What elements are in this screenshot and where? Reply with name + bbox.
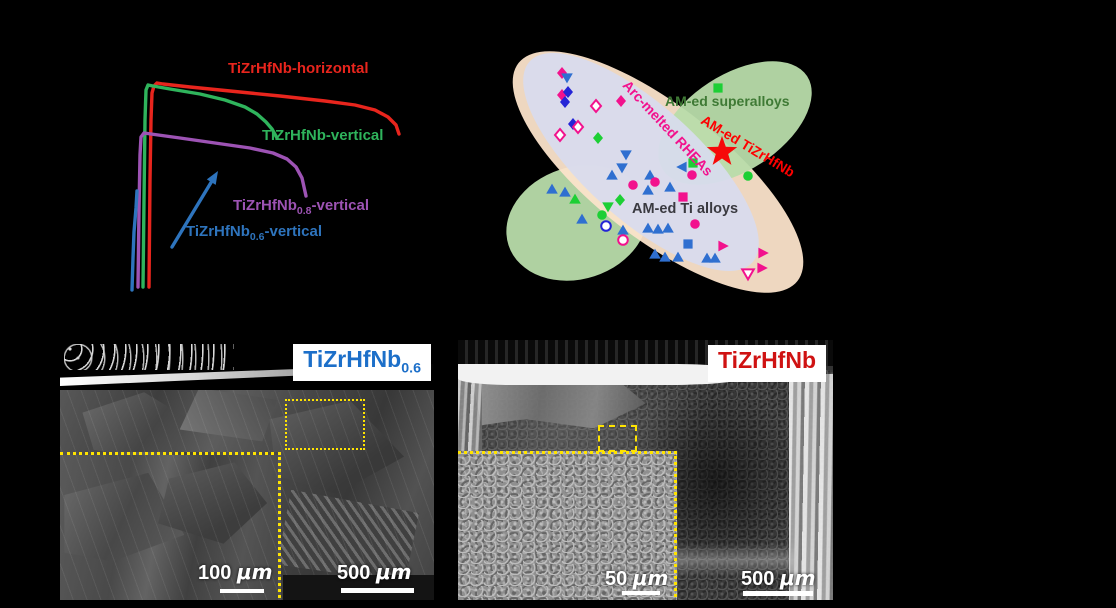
sem-white-band bbox=[458, 364, 751, 385]
sample-label-badge-tizrhfnb06: TiZrHfNb0.6 bbox=[293, 344, 431, 381]
stress-strain-chart bbox=[130, 81, 401, 292]
curve-label-tizrhfnb-horizontal: TiZrHfNb-horizontal bbox=[228, 60, 369, 77]
scale-bar-text-500um: 500 μm bbox=[741, 566, 816, 590]
scale-bar-text-100um: 100 μm bbox=[198, 560, 273, 584]
region-label-am-ed-ti-alloys: AM-ed Ti alloys bbox=[632, 201, 739, 217]
sem-image-tizrhfnb: TiZrHfNb 50 μm 500 μm bbox=[458, 340, 833, 600]
scale-bar-100um bbox=[220, 589, 264, 593]
sem-edge-speckles bbox=[64, 344, 234, 370]
scale-bar-500um bbox=[743, 591, 813, 596]
sem-inset-magnified bbox=[60, 452, 281, 600]
sem-right-edge-streaks bbox=[789, 374, 833, 600]
sample-label-badge-tizrhfnb: TiZrHfNb bbox=[708, 345, 826, 382]
sem-bright-band bbox=[675, 542, 796, 577]
curve-label-tizrhfnb08-vertical: TiZrHfNb0.8-vertical bbox=[233, 197, 370, 217]
curve-label-tizrhfnb-vertical: TiZrHfNb-vertical bbox=[262, 127, 384, 144]
scale-bar-text-50um: 50 μm bbox=[605, 566, 669, 590]
property-map-scatter: AM-ed superalloys Arc-melted RHEAs AM-ed… bbox=[505, 20, 905, 310]
scale-bar-500um bbox=[341, 588, 414, 593]
roi-outline bbox=[285, 399, 365, 450]
sem-image-tizrhfnb06: TiZrHfNb0.6 100 μm 500 μm bbox=[60, 342, 434, 600]
region-label-am-ed-superalloys: AM-ed superalloys bbox=[665, 93, 790, 109]
scale-bar-text-500um: 500 μm bbox=[337, 560, 412, 584]
scale-bar-50um bbox=[622, 591, 660, 595]
scatter-plot-area bbox=[506, 51, 812, 293]
sem-inset-dimples bbox=[458, 451, 677, 600]
roi-outline bbox=[598, 425, 637, 452]
curve-label-tizrhfnb06-vertical: TiZrHfNb0.6-vertical bbox=[186, 223, 323, 243]
sem-dark-corner bbox=[283, 575, 434, 600]
